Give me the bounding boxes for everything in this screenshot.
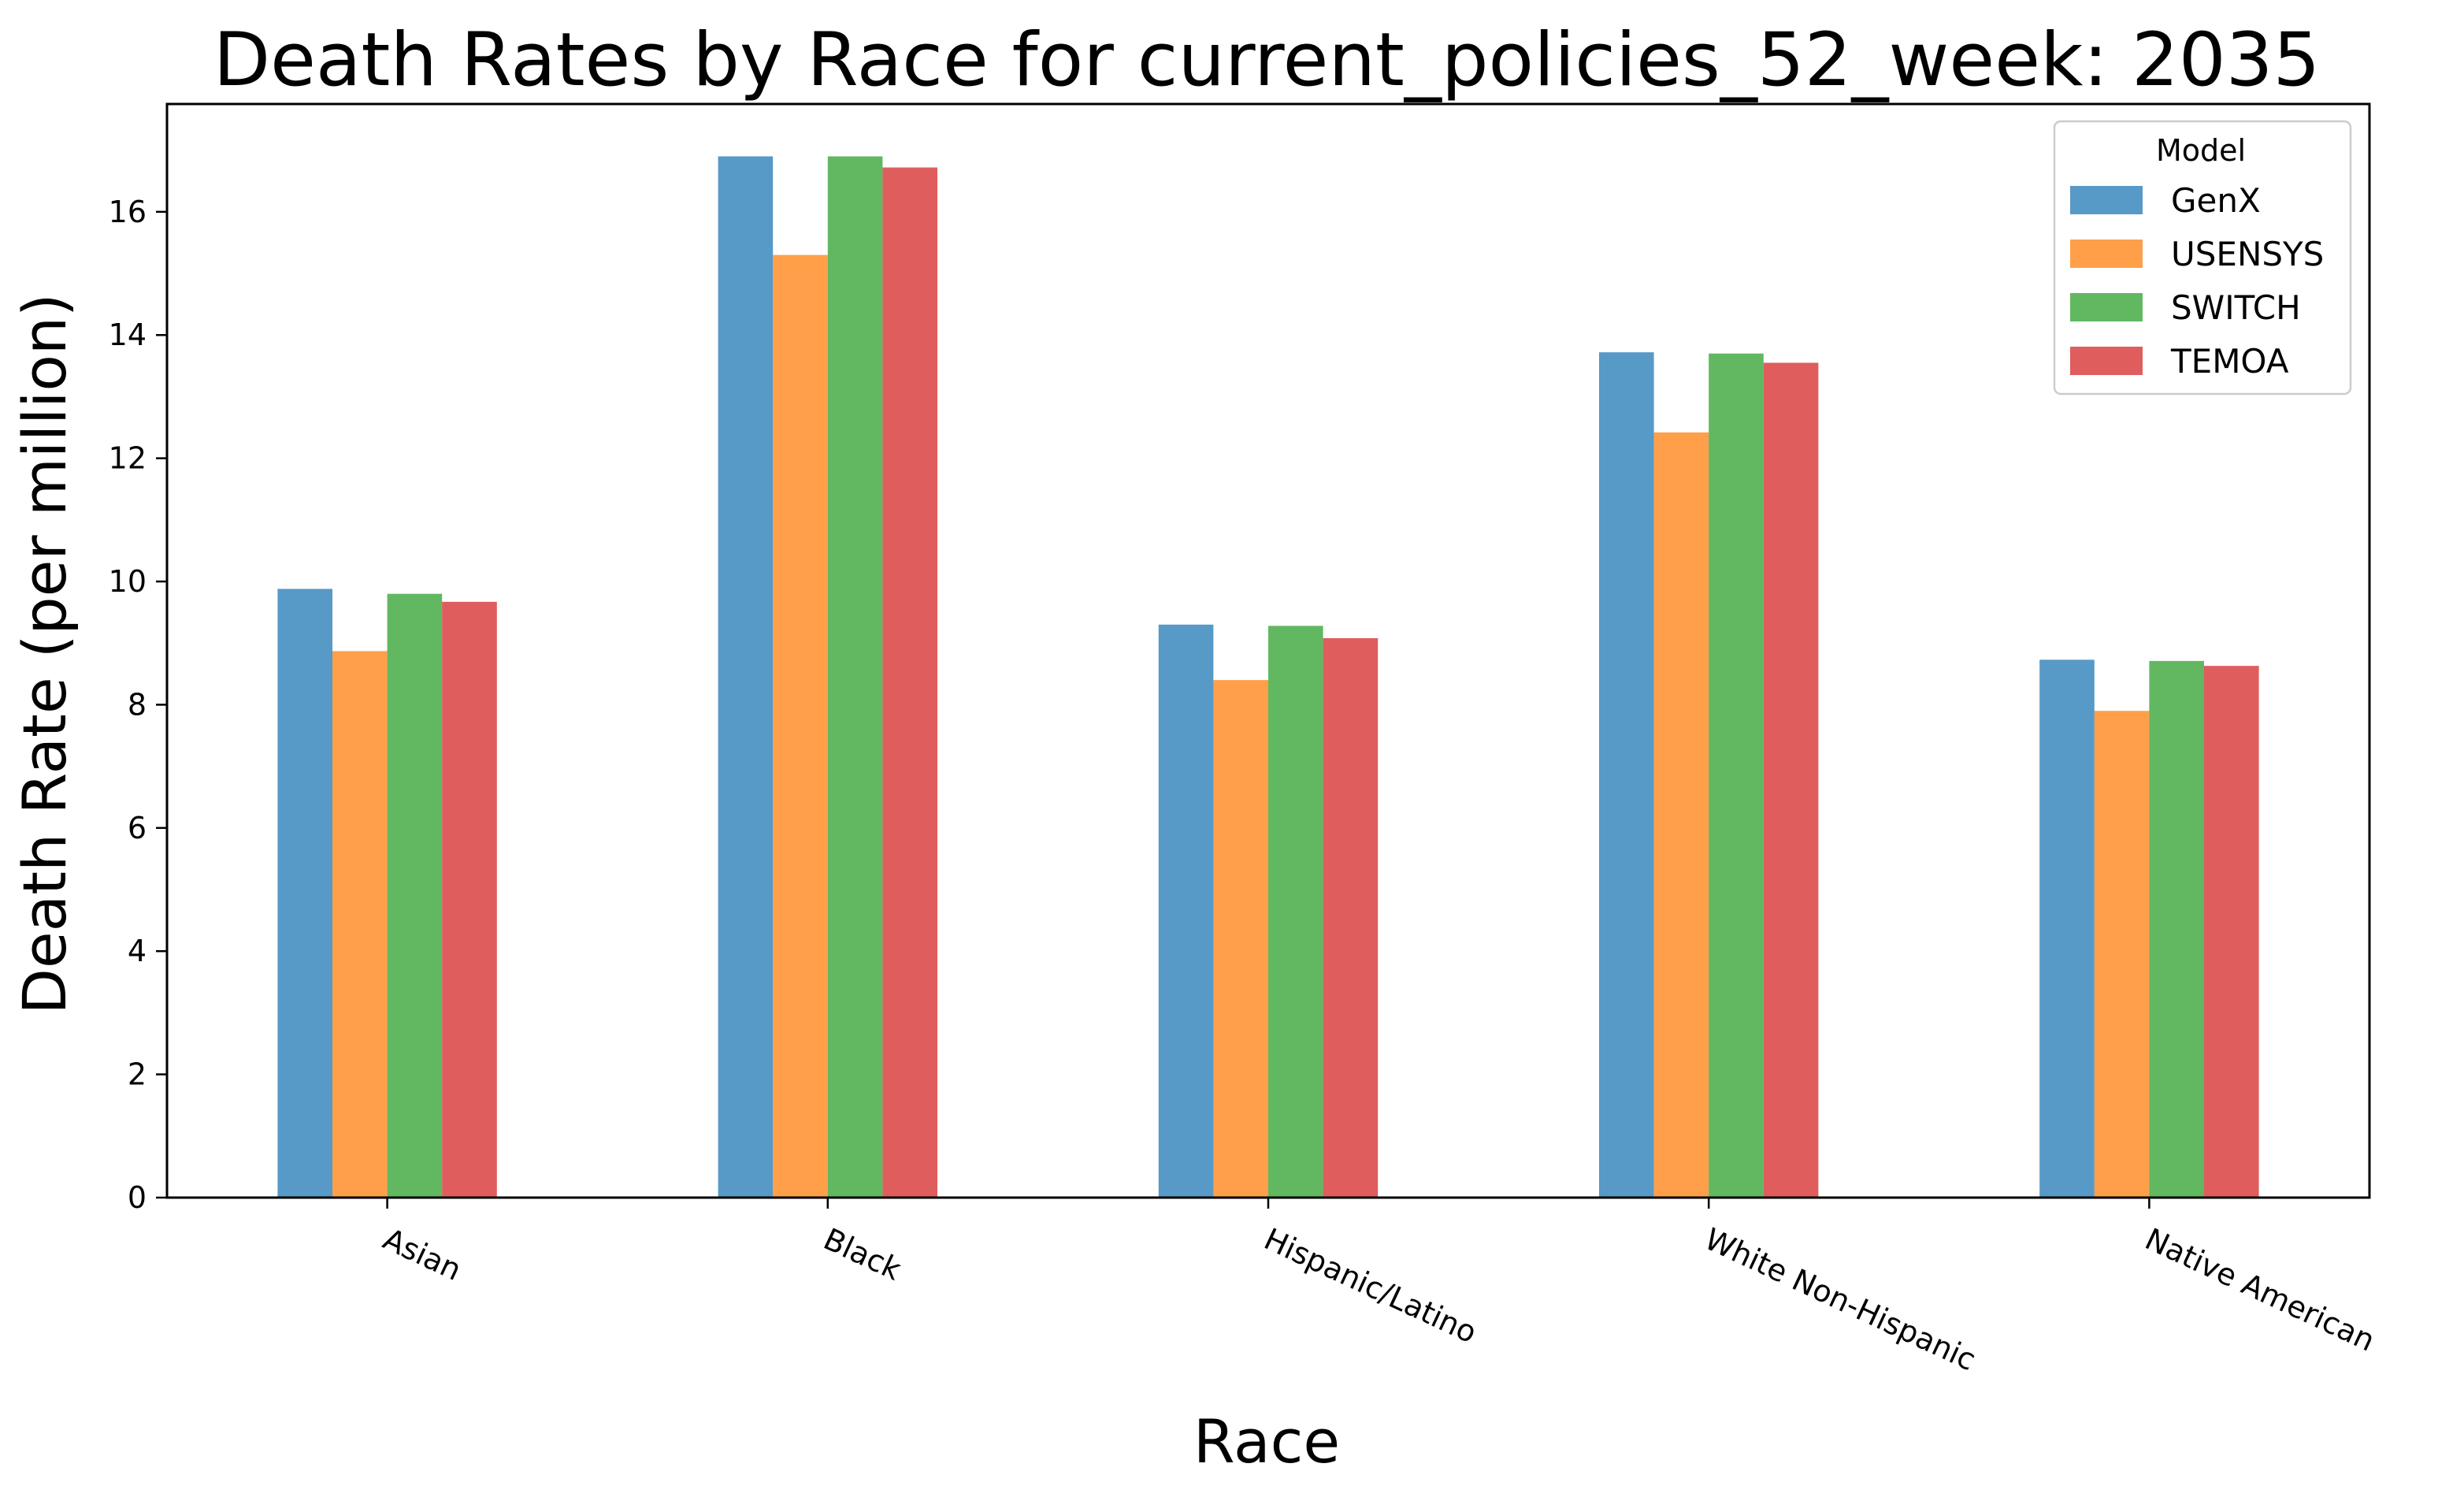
bar-usensys-black [773,254,828,1198]
x-tick-label-native-american: Native American [2140,1221,2381,1358]
y-tick-label: 16 [109,195,147,229]
y-tick-label: 14 [109,318,147,352]
legend: Model GenX USENSYS SWITCH TEMOA [2053,120,2352,396]
y-tick-label: 0 [128,1180,147,1215]
y-tick-label: 10 [109,564,147,599]
bar-temoa-asian [442,601,497,1198]
legend-label-switch: SWITCH [2171,288,2301,327]
legend-label-genx: GenX [2171,181,2261,220]
y-tick-label: 12 [109,441,147,476]
chart-title: Death Rates by Race for current_policies… [213,17,2321,103]
bar-switch-hispanic-latino [1268,626,1323,1198]
plot-frame [165,102,2371,1199]
y-axis-label: Death Rate (per million) [9,293,80,1014]
y-tick-label: 8 [128,687,147,722]
legend-swatch-switch [2070,293,2143,321]
bar-genx-hispanic-latino [1158,624,1214,1198]
bar-genx-native-american [2039,659,2095,1198]
x-tick-label-black: Black [818,1221,907,1287]
bar-switch-white-non-hispanic [1709,353,1764,1198]
x-tick-label-asian: Asian [378,1221,467,1287]
bar-temoa-hispanic-latino [1323,637,1379,1198]
y-axis-ticks: 0 2 4 6 8 10 12 14 16 [109,195,167,1215]
bar-usensys-native-american [2094,711,2150,1198]
bar-genx-asian [277,589,332,1198]
bar-usensys-asian [332,651,388,1198]
bar-switch-black [827,156,883,1198]
x-axis-label: Race [1193,1406,1340,1477]
bar-genx-white-non-hispanic [1599,352,1654,1198]
bar-switch-asian [387,593,443,1198]
legend-label-temoa: TEMOA [2170,342,2289,381]
y-tick-label: 4 [128,934,147,968]
legend-label-usensys: USENSYS [2171,235,2324,273]
bar-usensys-hispanic-latino [1213,680,1268,1198]
y-tick-label: 6 [128,811,147,845]
bar-temoa-native-american [2204,666,2259,1198]
y-tick-label: 2 [128,1057,147,1092]
bar-temoa-white-non-hispanic [1763,362,1819,1198]
bar-usensys-white-non-hispanic [1653,432,1709,1198]
x-tick-label-white-non-hispanic: White Non-Hispanic [1699,1221,1980,1377]
bars-group [277,156,2259,1198]
legend-swatch-genx [2070,186,2143,214]
legend-title: Model [2156,133,2246,168]
legend-swatch-usensys [2070,240,2143,268]
bar-genx-black [718,156,774,1198]
x-axis-ticks: Asian Black Hispanic/Latino White Non-Hispa… [378,1198,2381,1377]
legend-swatch-temoa [2070,347,2143,375]
bar-temoa-black [882,167,937,1198]
x-tick-label-hispanic-latino: Hispanic/Latino [1259,1221,1482,1350]
bar-switch-native-american [2149,660,2204,1198]
legend-items: GenX USENSYS SWITCH TEMOA [2070,181,2324,381]
